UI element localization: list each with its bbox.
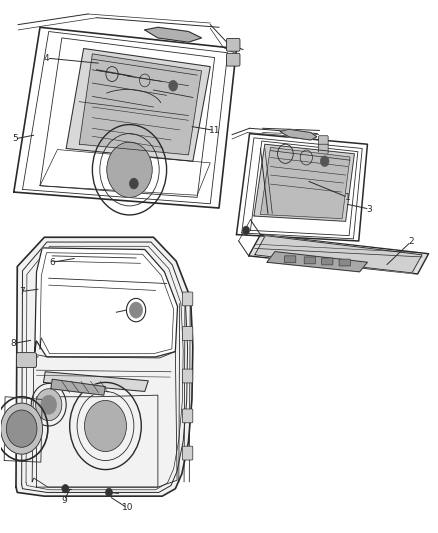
Text: 4: 4 xyxy=(44,54,49,62)
Circle shape xyxy=(85,400,127,451)
Text: 10: 10 xyxy=(122,503,133,512)
FancyBboxPatch shape xyxy=(285,256,296,263)
Text: 9: 9 xyxy=(61,496,67,505)
Polygon shape xyxy=(66,49,210,161)
FancyBboxPatch shape xyxy=(182,409,193,423)
Polygon shape xyxy=(280,130,317,140)
FancyBboxPatch shape xyxy=(304,257,315,264)
Circle shape xyxy=(130,302,143,318)
Polygon shape xyxy=(16,237,193,496)
Polygon shape xyxy=(261,148,350,219)
Circle shape xyxy=(1,403,42,454)
Polygon shape xyxy=(35,248,177,357)
Circle shape xyxy=(243,226,250,235)
FancyBboxPatch shape xyxy=(182,446,193,460)
Polygon shape xyxy=(145,27,201,42)
FancyBboxPatch shape xyxy=(226,38,240,51)
Circle shape xyxy=(107,142,152,197)
Text: 6: 6 xyxy=(49,258,55,266)
Text: 3: 3 xyxy=(367,205,372,214)
FancyBboxPatch shape xyxy=(182,327,193,341)
Polygon shape xyxy=(267,252,367,272)
Polygon shape xyxy=(43,372,148,391)
Text: 2: 2 xyxy=(408,237,414,246)
Circle shape xyxy=(320,156,329,166)
Text: 5: 5 xyxy=(12,134,18,143)
Polygon shape xyxy=(255,236,422,273)
Text: 11: 11 xyxy=(209,126,220,135)
Polygon shape xyxy=(79,54,201,155)
Circle shape xyxy=(169,80,177,91)
Text: 8: 8 xyxy=(10,339,16,348)
FancyBboxPatch shape xyxy=(16,353,36,368)
FancyBboxPatch shape xyxy=(339,259,350,266)
FancyBboxPatch shape xyxy=(182,369,193,383)
Polygon shape xyxy=(254,144,354,221)
Circle shape xyxy=(62,484,69,493)
Circle shape xyxy=(130,178,138,189)
FancyBboxPatch shape xyxy=(182,292,193,306)
Text: 1: 1 xyxy=(345,193,351,202)
Polygon shape xyxy=(51,379,106,395)
FancyBboxPatch shape xyxy=(318,136,328,146)
Circle shape xyxy=(7,410,37,447)
Circle shape xyxy=(35,389,62,421)
FancyBboxPatch shape xyxy=(318,144,328,154)
Circle shape xyxy=(41,395,57,414)
Circle shape xyxy=(106,488,113,497)
FancyBboxPatch shape xyxy=(226,53,240,66)
FancyBboxPatch shape xyxy=(321,258,333,265)
Text: 7: 7 xyxy=(19,287,25,296)
Polygon shape xyxy=(249,235,428,274)
